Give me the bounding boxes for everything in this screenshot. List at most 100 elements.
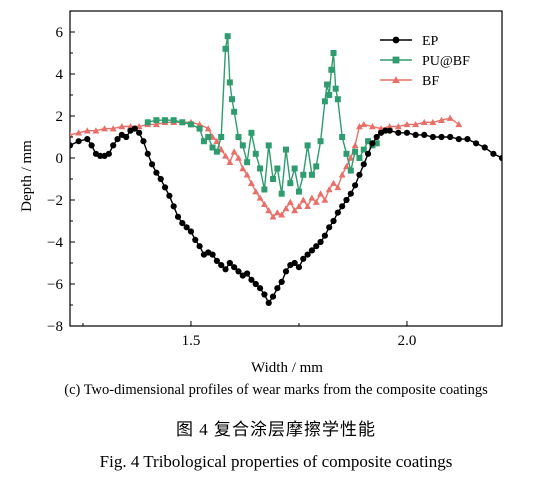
- legend-entry: PU@BF: [380, 54, 470, 69]
- data-point: [304, 142, 311, 149]
- data-point: [386, 123, 394, 130]
- data-point: [224, 33, 231, 40]
- data-point: [110, 142, 117, 149]
- data-point: [420, 118, 428, 126]
- data-point: [283, 146, 289, 153]
- data-point: [187, 121, 194, 128]
- x-tick-label: 2.0: [398, 333, 417, 349]
- y-tick-label: −8: [47, 319, 63, 335]
- data-point: [334, 183, 342, 191]
- data-point: [278, 190, 285, 197]
- data-point: [114, 136, 121, 143]
- data-point: [231, 264, 238, 271]
- data-point: [360, 161, 367, 168]
- data-point: [312, 198, 320, 205]
- data-point: [196, 243, 203, 250]
- data-point: [317, 138, 324, 145]
- data-point: [328, 66, 335, 73]
- data-point: [92, 127, 100, 134]
- data-point: [321, 98, 328, 105]
- data-point: [187, 228, 195, 235]
- data-point: [196, 125, 203, 132]
- data-point: [308, 247, 316, 254]
- y-tick-label: 2: [56, 109, 64, 125]
- data-point: [213, 137, 221, 144]
- data-point: [248, 276, 255, 283]
- data-point: [209, 251, 216, 258]
- data-point: [300, 171, 307, 178]
- data-point: [360, 120, 368, 128]
- data-point: [88, 142, 95, 149]
- data-point: [355, 123, 363, 130]
- data-point: [334, 96, 341, 103]
- data-point: [131, 125, 138, 132]
- data-point: [455, 136, 462, 143]
- legend-marker: [392, 36, 400, 44]
- data-point: [429, 118, 437, 126]
- data-point: [247, 179, 255, 186]
- data-point: [229, 96, 235, 103]
- data-point: [299, 196, 307, 203]
- data-point: [339, 134, 346, 140]
- data-point: [324, 81, 331, 88]
- data-point: [356, 155, 363, 161]
- data-point: [256, 285, 264, 292]
- data-point: [472, 140, 480, 147]
- data-point: [161, 184, 169, 191]
- data-point: [222, 45, 229, 52]
- data-point: [308, 171, 315, 178]
- data-point: [260, 200, 268, 207]
- data-point: [295, 264, 303, 271]
- data-point: [148, 161, 156, 168]
- data-point: [373, 140, 380, 147]
- data-point: [235, 268, 242, 275]
- data-point: [291, 207, 299, 214]
- data-point: [438, 116, 445, 123]
- data-point: [334, 209, 341, 216]
- data-point: [304, 202, 312, 210]
- plot-frame: [69, 10, 503, 327]
- data-point: [429, 133, 436, 141]
- data-point: [421, 131, 428, 138]
- data-point: [395, 129, 402, 136]
- data-point: [356, 171, 363, 178]
- data-point: [170, 203, 177, 210]
- data-point: [257, 165, 264, 172]
- data-point: [300, 255, 307, 262]
- y-tick-label: 6: [56, 25, 64, 41]
- figure-caption-english: Fig. 4 Tribological properties of compos…: [99, 452, 453, 471]
- data-point: [84, 136, 91, 143]
- plot-area: [69, 10, 503, 327]
- data-point: [291, 259, 298, 267]
- data-point: [101, 125, 109, 132]
- data-point: [287, 180, 294, 187]
- data-point: [447, 133, 454, 141]
- data-point: [369, 140, 376, 147]
- data-point: [226, 259, 233, 267]
- data-point: [291, 165, 298, 172]
- data-point: [338, 171, 346, 178]
- data-point: [222, 152, 229, 159]
- series-pu-bf: [144, 33, 380, 197]
- legend-marker: [392, 76, 400, 84]
- series-bf: [70, 114, 463, 220]
- data-point: [252, 150, 259, 157]
- data-point: [273, 209, 281, 216]
- legend-marker: [392, 56, 400, 64]
- data-point: [455, 120, 463, 128]
- data-point: [248, 129, 255, 136]
- data-point: [170, 117, 177, 124]
- data-point: [278, 278, 285, 285]
- data-point: [382, 127, 389, 134]
- data-point: [274, 165, 281, 172]
- data-point: [313, 243, 320, 250]
- data-point: [394, 123, 402, 130]
- data-point: [282, 268, 290, 275]
- data-point: [153, 169, 160, 176]
- data-point: [239, 142, 246, 149]
- data-point: [464, 136, 471, 143]
- data-point: [244, 159, 251, 166]
- data-point: [365, 138, 372, 145]
- data-point: [109, 125, 117, 132]
